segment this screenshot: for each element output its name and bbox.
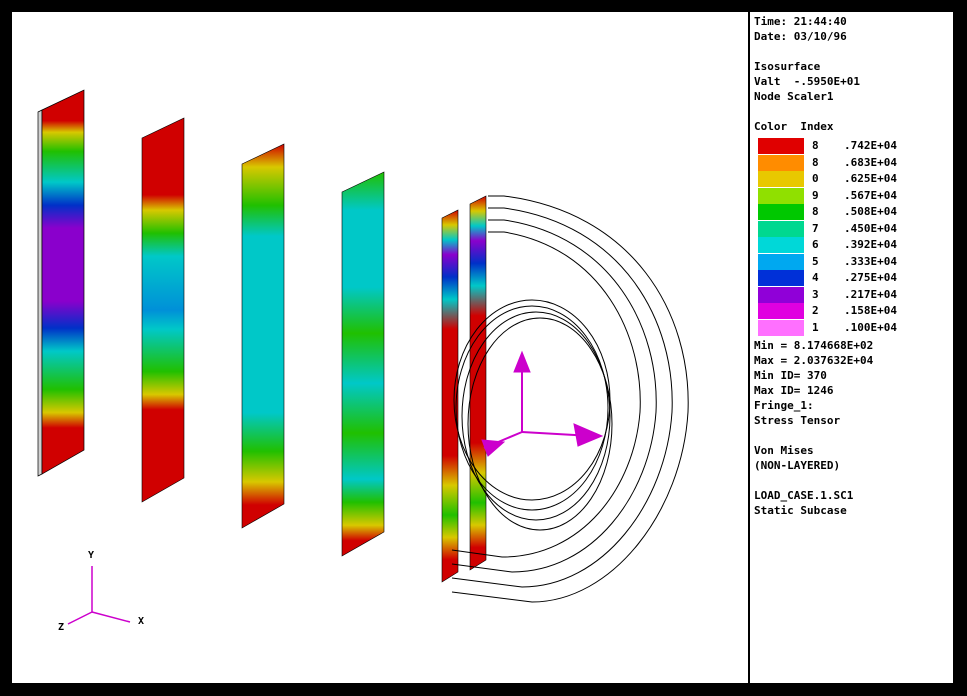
plate-2: [141, 117, 185, 503]
legend-index: 4: [812, 271, 819, 284]
axis-x-label: X: [138, 616, 144, 627]
axis-z-label: Z: [58, 622, 64, 633]
layer-label: (NON-LAYERED): [754, 459, 841, 472]
global-axis-triad: Y X Z: [58, 550, 144, 633]
legend-index: 8: [812, 155, 819, 169]
legend-value: .742E+04: [844, 139, 897, 152]
legend-swatch: [758, 138, 804, 154]
legend-index: 2: [812, 304, 819, 317]
legend-swatch: [758, 286, 804, 303]
legend-index: 5: [812, 254, 819, 268]
legend-index: 8: [812, 139, 819, 152]
plate-3: [241, 143, 285, 529]
legend-swatch: [758, 171, 804, 187]
legend-index: 3: [812, 287, 819, 301]
legend-swatch: [758, 154, 804, 171]
legend-index: 8: [812, 205, 819, 218]
info-panel: Time: 21:44:40 Date: 03/10/96 Isosurface…: [754, 14, 950, 679]
fringe-label: Fringe_1:: [754, 399, 814, 412]
plate-1: [37, 89, 85, 477]
legend-swatch: [758, 270, 804, 286]
legend-value: .508E+04: [844, 205, 897, 218]
legend-index: 0: [812, 172, 819, 185]
legend-swatch: [758, 303, 804, 319]
max-id: Max ID= 1246: [754, 384, 834, 397]
legend-value: .217E+04: [844, 287, 897, 301]
von-mises-label: Von Mises: [754, 444, 814, 457]
color-legend: 8 .742E+04 8 .683E+04 0 .625E+04 9 .567E+04 8 .50…: [754, 138, 950, 338]
isosurface-value: Valt -.5950E+01: [754, 75, 860, 88]
legend-index: 9: [812, 188, 819, 202]
legend-value: .158E+04: [844, 304, 897, 317]
legend-swatch: [758, 253, 804, 270]
legend-swatch: [758, 187, 804, 204]
legend-value: .100E+04: [844, 320, 897, 334]
isosurface-title: Isosurface: [754, 60, 821, 73]
legend-index: 7: [812, 221, 819, 235]
legend-value: .567E+04: [844, 188, 897, 202]
legend-index: 1: [812, 320, 819, 334]
min-value: Min = 8.174668E+02: [754, 339, 874, 352]
legend-value: .683E+04: [844, 155, 897, 169]
subcase-label: Static Subcase: [754, 504, 847, 517]
load-case-label: LOAD_CASE.1.SC1: [754, 489, 854, 502]
legend-swatch: [758, 319, 804, 336]
date-text: Date: 03/10/96: [754, 30, 847, 43]
shell-outlines: [451, 195, 689, 603]
panel-divider: [748, 12, 750, 683]
legend-value: .450E+04: [844, 221, 897, 235]
plate-4: [341, 171, 385, 557]
min-id: Min ID= 370: [754, 369, 827, 382]
color-index-title: Color Index: [754, 120, 834, 133]
isosurface-node: Node Scaler1: [754, 90, 834, 103]
local-triad: [481, 350, 604, 457]
legend-value: .392E+04: [844, 238, 897, 251]
max-value: Max = 2.037632E+04: [754, 354, 874, 367]
legend-swatch: [758, 220, 804, 237]
graphics-window: Y X Z Time: 21:44:40 Date: 03/10/96 Isos…: [12, 12, 953, 683]
model-viewport[interactable]: Y X Z: [12, 12, 748, 683]
legend-swatch: [758, 237, 804, 253]
plate-5a: [441, 209, 459, 583]
legend-swatch: [758, 204, 804, 220]
legend-value: .333E+04: [844, 254, 897, 268]
plate-5b: [469, 195, 487, 571]
fem-model-drawing: Y X Z: [37, 89, 689, 633]
axis-y-label: Y: [88, 550, 94, 561]
stress-tensor-label: Stress Tensor: [754, 414, 841, 427]
legend-value: .275E+04: [844, 271, 897, 284]
time-text: Time: 21:44:40: [754, 15, 847, 28]
legend-value: .625E+04: [844, 172, 897, 185]
legend-index: 6: [812, 238, 819, 251]
